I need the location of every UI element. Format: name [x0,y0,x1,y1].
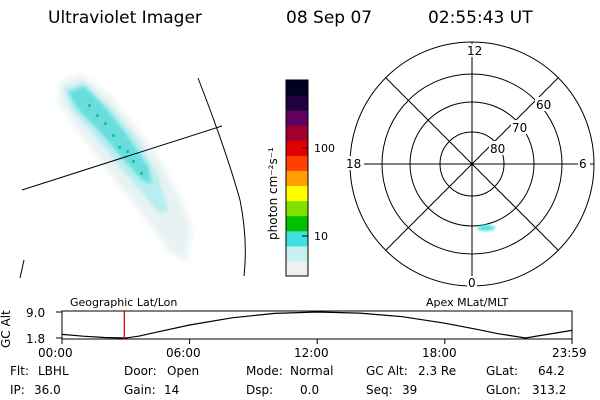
colorbar-segment [286,245,308,262]
polar-meridian [385,77,559,251]
flt-label: Flt: [10,364,29,378]
polar-labels: 12 18 6 0 60 70 80 [344,44,590,290]
lat-lon-gridline [197,77,246,277]
door-value: Open [167,364,200,378]
colorbar-segment [286,170,308,187]
lat-lon-gridline [19,259,25,279]
colorbar: 100 10 photon cm⁻²s⁻¹ [266,79,335,277]
glat-value: 64.2 [538,364,565,378]
colorbar-gradient [286,80,308,277]
dsp-label: Dsp: [246,383,274,397]
colorbar-segment [286,260,308,277]
x-tick-label: 00:00 [38,346,73,360]
colorbar-segment [286,155,308,171]
ip-label: IP: [10,383,25,397]
mlt-label-12: 12 [467,44,482,58]
gc-alt-label: GC Alt: [366,364,408,378]
mlt-label-0: 0 [468,276,476,290]
y-tick-label: 1.8 [26,332,45,346]
seq-value: 39 [402,383,418,397]
ip-value: 36.0 [34,383,61,397]
seq-label: Seq: [366,383,393,397]
colorbar-segment [286,95,308,111]
lat-label-80: 80 [490,142,505,156]
x-tick-label: 18:00 [422,346,457,360]
time-label: 02:55:43 UT [428,8,533,28]
x-tick-label: 06:00 [166,346,201,360]
geographic-map [19,74,246,279]
lat-label-70: 70 [512,121,527,135]
mode-value: Normal [290,364,334,378]
uv-emission-blob [58,74,192,262]
colorbar-unit-label: photon cm⁻²s⁻¹ [266,147,280,240]
colorbar-segment [286,140,308,156]
altitude-timeline: GC Alt 9.0 1.8 [0,306,573,348]
colorbar-segment [286,125,308,141]
timeline-frame [61,310,573,340]
polar-emission-spot [477,225,495,231]
mode-label: Mode: [246,364,283,378]
door-label: Door: [124,364,157,378]
glon-value: 313.2 [532,383,567,397]
colorbar-segment [286,80,308,96]
colorbar-tick-label: 100 [314,142,335,155]
y-tick-label: 9.0 [26,306,45,320]
colorbar-segment [286,200,308,217]
instrument-title: Ultraviolet Imager [48,8,202,28]
mlt-label-6: 6 [579,157,587,171]
gain-label: Gain: [124,383,156,397]
colorbar-segment [286,185,308,202]
apex-label: Apex MLat/MLT [426,296,509,309]
x-tick-label: 12:00 [294,346,329,360]
altitude-series-line [61,311,573,339]
date-label: 08 Sep 07 [286,8,373,28]
colorbar-tick-label: 10 [314,230,328,243]
lat-lon-gridline [21,125,223,191]
emission-speckles [88,104,143,175]
y-axis-label: GC Alt [0,310,13,348]
dsp-value: 0.0 [300,383,320,397]
geographic-label: Geographic Lat/Lon [70,296,178,309]
glon-label: GLon: [486,383,521,397]
colorbar-frame [285,79,309,277]
polar-plot [349,41,595,287]
flt-value: LBHL [38,364,69,378]
lat-label-60: 60 [536,98,551,112]
mlt-label-18: 18 [346,157,361,171]
x-ticks [61,339,573,344]
gc-alt-value: 2.3 Re [418,364,457,378]
gain-value: 14 [164,383,180,397]
x-tick-label: 23:59 [552,346,587,360]
colorbar-segment [286,110,308,126]
colorbar-segment [286,215,308,232]
glat-label: GLat: [486,364,519,378]
colorbar-segment [286,230,308,247]
